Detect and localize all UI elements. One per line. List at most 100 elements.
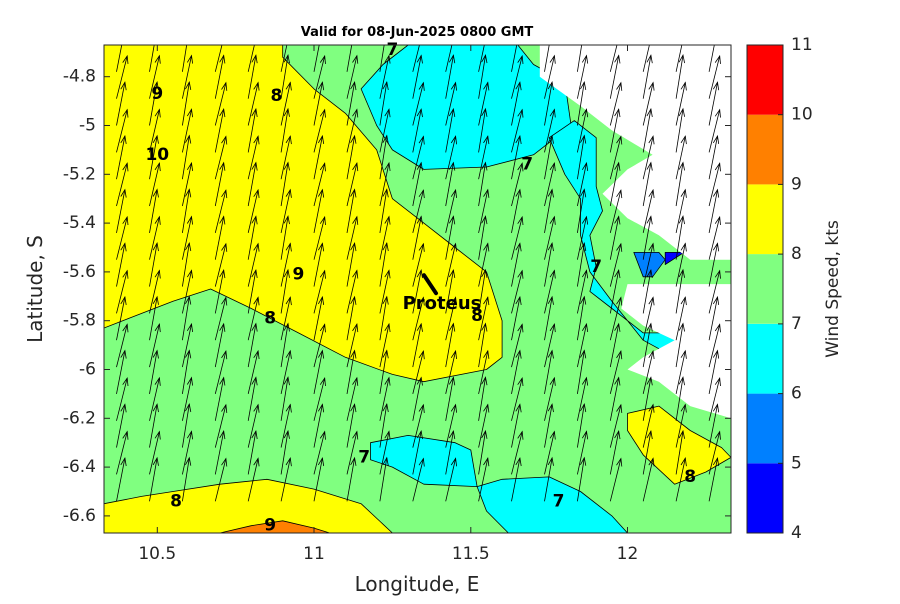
wind-vector-head bbox=[186, 54, 193, 64]
wind-vector-head bbox=[547, 242, 554, 252]
wind-vector-shaft bbox=[445, 350, 456, 394]
wind-vector bbox=[609, 376, 621, 421]
wind-vector-shaft bbox=[379, 350, 388, 394]
wind-vector-shaft bbox=[149, 296, 158, 341]
wind-vector bbox=[478, 161, 488, 207]
wind-vector bbox=[642, 54, 653, 99]
wind-vector-head bbox=[285, 81, 292, 91]
wind-vector bbox=[478, 429, 488, 475]
x-tick-label: 11.5 bbox=[452, 544, 490, 564]
wind-vector bbox=[247, 81, 260, 126]
wind-vector bbox=[149, 45, 150, 46]
wind-vector bbox=[247, 188, 260, 233]
wind-vector bbox=[214, 54, 226, 99]
wind-vector-shaft bbox=[412, 82, 424, 126]
wind-vector-head bbox=[219, 161, 226, 171]
wind-vector bbox=[412, 45, 420, 72]
wind-vector bbox=[379, 108, 391, 153]
wind-vector-head bbox=[714, 269, 721, 279]
wind-vector-shaft bbox=[445, 82, 456, 126]
wind-vector-shaft bbox=[412, 270, 422, 314]
wind-vector-head bbox=[285, 403, 292, 413]
wind-vector-shaft bbox=[182, 431, 192, 475]
wind-vector bbox=[313, 188, 325, 233]
wind-vector-shaft bbox=[313, 109, 326, 153]
wind-vector bbox=[609, 430, 621, 475]
wind-vector-head bbox=[120, 81, 127, 91]
wind-vector-shaft bbox=[379, 431, 390, 475]
wind-vector-shaft bbox=[511, 55, 523, 99]
wind-vector-shaft bbox=[116, 296, 126, 341]
y-tick-label: -5.2 bbox=[63, 164, 96, 184]
wind-vector bbox=[280, 403, 292, 448]
wind-vector-shaft bbox=[313, 55, 326, 99]
contour-label: 8 bbox=[264, 308, 276, 328]
wind-vector bbox=[412, 135, 425, 180]
wind-vector bbox=[708, 349, 720, 394]
wind-vector-head bbox=[384, 161, 391, 171]
wind-vector-head bbox=[678, 322, 685, 332]
wind-vector-head bbox=[515, 81, 522, 91]
wind-vector-shaft bbox=[445, 108, 454, 153]
wind-vector bbox=[544, 188, 554, 233]
wind-vector bbox=[445, 188, 457, 233]
contour-label-layer: 7 9 8 10 7 9 7 8 8 7 8 8 7 9 bbox=[145, 40, 696, 536]
wind-vector-shaft bbox=[544, 82, 553, 126]
wind-vector-shaft bbox=[182, 109, 192, 153]
wind-vector-head bbox=[515, 188, 522, 198]
contour-label: 7 bbox=[553, 491, 565, 511]
wind-vector-shaft bbox=[675, 216, 684, 260]
wind-vector-head bbox=[646, 376, 653, 386]
wind-vector bbox=[544, 376, 556, 421]
wind-vector-shaft bbox=[642, 323, 652, 368]
wind-vector-shaft bbox=[478, 45, 485, 72]
wind-vector-shaft bbox=[214, 377, 225, 421]
wind-vector bbox=[214, 376, 226, 421]
wind-vector bbox=[280, 296, 292, 341]
wind-vector bbox=[280, 54, 290, 99]
wind-vector bbox=[577, 54, 589, 99]
wind-vector-head bbox=[515, 456, 522, 467]
wind-vector bbox=[280, 429, 290, 475]
wind-vector-head bbox=[319, 108, 326, 118]
wind-vector-shaft bbox=[247, 377, 257, 421]
wind-vector bbox=[412, 161, 423, 207]
wind-vector bbox=[445, 135, 457, 180]
wind-vector bbox=[511, 242, 522, 287]
wind-vector-shaft bbox=[478, 216, 486, 260]
wind-vector-shaft bbox=[708, 55, 721, 99]
wind-vector-shaft bbox=[313, 296, 323, 341]
wind-vector bbox=[247, 161, 258, 207]
wind-vector-shaft bbox=[182, 457, 190, 502]
wind-vector bbox=[544, 45, 545, 46]
wind-vector-shaft bbox=[445, 431, 454, 475]
wind-vector-shaft bbox=[544, 404, 553, 448]
wind-vector-head bbox=[384, 54, 391, 64]
wind-vector-head bbox=[580, 188, 587, 198]
wind-vector bbox=[544, 456, 554, 502]
wind-vector-head bbox=[186, 322, 193, 333]
wind-vector-shaft bbox=[149, 45, 150, 46]
wind-vector bbox=[642, 322, 653, 368]
wind-vector bbox=[214, 430, 226, 475]
colorbar-tick-label: 9 bbox=[791, 174, 802, 194]
wind-vector bbox=[247, 403, 260, 448]
wind-vector-shaft bbox=[214, 431, 225, 475]
wind-vector bbox=[247, 322, 258, 368]
wind-vector-head bbox=[581, 108, 589, 118]
wind-vector bbox=[708, 81, 720, 126]
wind-vector-head bbox=[283, 268, 290, 278]
wind-vector-head bbox=[515, 349, 522, 359]
wind-vector-head bbox=[648, 81, 655, 91]
wind-vector-head bbox=[221, 296, 228, 306]
wind-vector bbox=[346, 81, 357, 126]
wind-vector-shaft bbox=[182, 377, 192, 421]
wind-vector-shaft bbox=[511, 109, 523, 153]
wind-vector bbox=[708, 162, 721, 207]
wind-vector-shaft bbox=[577, 323, 587, 368]
wind-vector bbox=[149, 456, 159, 502]
contour-label: 10 bbox=[145, 145, 169, 165]
wind-vector-shaft bbox=[675, 430, 684, 475]
wind-vector bbox=[445, 268, 456, 314]
wind-vector-head bbox=[549, 54, 556, 64]
